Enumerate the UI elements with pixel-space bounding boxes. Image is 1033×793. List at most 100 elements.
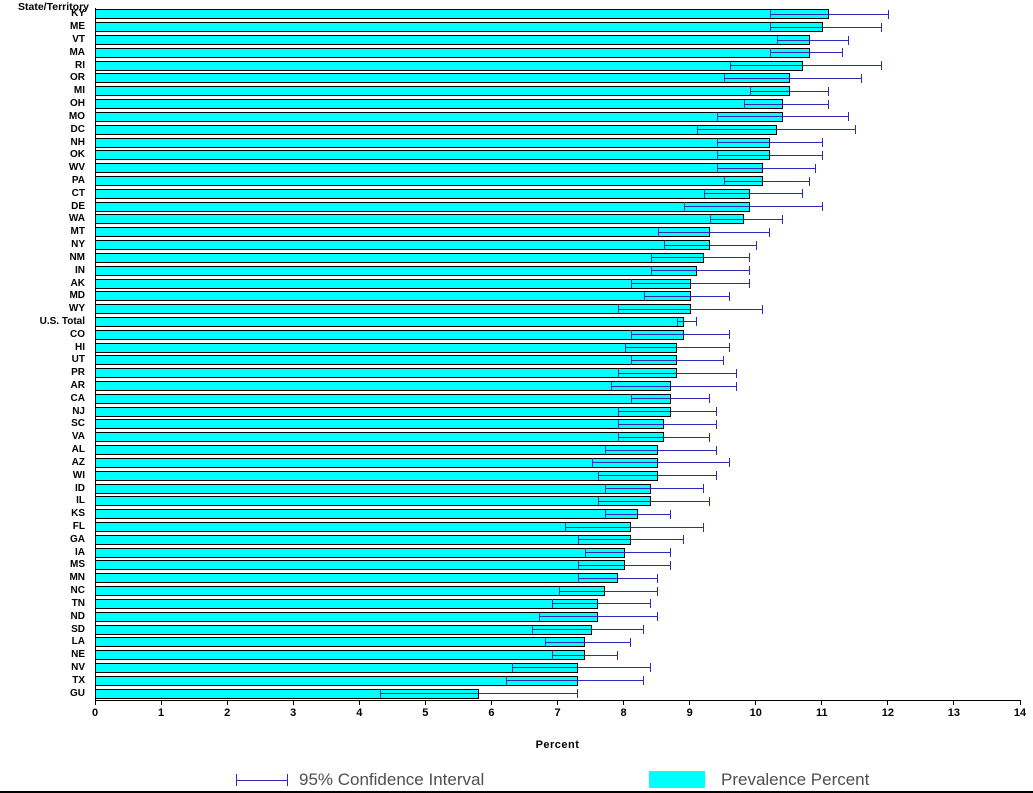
y-axis-label-MS: MS: [70, 559, 85, 571]
x-axis-tick: [94, 700, 96, 705]
x-axis-ticks: 0 1 2 3 4 5 6 7 8 9 10 11 12 13 14: [0, 700, 1033, 722]
confidence-interval: [723, 176, 810, 186]
prevalence-bar: [96, 445, 658, 456]
y-axis-label-CA: CA: [70, 392, 85, 404]
confidence-interval: [512, 663, 651, 673]
prevalence-bar: [96, 342, 678, 353]
x-axis-tick-label: 8: [620, 707, 627, 719]
x-axis-tick: [358, 700, 360, 705]
x-axis-title: Percent: [535, 739, 580, 751]
y-axis-label-SD: SD: [71, 623, 85, 635]
x-axis-tick: [821, 700, 823, 705]
y-axis-label-NE: NE: [71, 649, 85, 661]
prevalence-bar: [96, 329, 685, 340]
y-axis-label-U-S-Total: U.S. Total: [39, 315, 85, 327]
prevalence-bar: [96, 624, 592, 635]
y-axis-label-MN: MN: [69, 572, 85, 584]
x-axis-tick: [557, 700, 558, 705]
confidence-interval: [730, 61, 883, 71]
confidence-interval: [651, 266, 751, 276]
y-axis-label-UT: UT: [71, 354, 85, 366]
y-axis-label-NM: NM: [69, 251, 85, 263]
confidence-interval: [565, 522, 704, 532]
confidence-interval: [776, 35, 850, 45]
confidence-interval: [598, 471, 718, 481]
x-axis-tick: [292, 700, 294, 705]
confidence-interval: [684, 202, 823, 212]
prevalence-bar: [96, 650, 585, 661]
prevalence-bar: [96, 124, 777, 135]
y-axis-label-ME: ME: [70, 21, 85, 33]
y-axis-label-TN: TN: [71, 597, 85, 609]
confidence-interval: [631, 330, 731, 340]
y-axis-label-OH: OH: [70, 98, 85, 110]
confidence-interval: [604, 484, 704, 494]
prevalence-bar: [96, 188, 751, 199]
x-axis-tick: [1019, 700, 1021, 705]
prevalence-bar: [96, 573, 618, 584]
y-axis-label-NH: NH: [70, 136, 85, 148]
prevalence-bar: [96, 86, 790, 97]
prevalence-bar: [96, 201, 751, 212]
prevalence-bar: [96, 637, 585, 648]
confidence-interval: [578, 573, 658, 583]
prevalence-bar: [96, 214, 744, 225]
confidence-interval: [551, 599, 651, 609]
prevalence-bar: [96, 278, 691, 289]
prevalence-bar: [96, 35, 810, 46]
x-axis-tick: [623, 700, 625, 705]
y-axis-label-CT: CT: [71, 187, 85, 199]
confidence-interval: [664, 240, 757, 250]
prevalence-bar: [96, 457, 658, 468]
prevalence-bar: [96, 9, 830, 20]
confidence-interval: [617, 368, 737, 378]
x-axis-tick: [160, 700, 162, 705]
x-axis-tick-label: 6: [488, 707, 495, 719]
y-axis-labels: KY ME VT MA RI OR MI OH MO DC NH OK WV PA CT DE WA MT NY NM…: [0, 8, 90, 700]
x-axis-tick-label: 3: [290, 707, 297, 719]
y-axis-label-PA: PA: [71, 175, 85, 186]
confidence-interval: [584, 548, 671, 558]
confidence-interval-legend-label: 95% Confidence Interval: [299, 770, 485, 789]
prevalence-bar: [96, 534, 632, 545]
confidence-interval: [578, 535, 685, 545]
confidence-interval: [631, 279, 751, 289]
y-axis-label-WA: WA: [68, 213, 85, 225]
confidence-interval: [769, 9, 889, 19]
confidence-interval: [717, 150, 823, 160]
x-axis-tick-label: 13: [947, 707, 961, 719]
confidence-interval: [717, 112, 850, 122]
prevalence-bar: [96, 381, 671, 392]
y-axis-label-AK: AK: [70, 277, 85, 289]
prevalence-bar: [96, 176, 764, 186]
y-axis-label-NC: NC: [70, 585, 85, 597]
y-axis-label-ID: ID: [75, 482, 85, 494]
prevalence-legend-label: Prevalence Percent: [721, 770, 870, 789]
confidence-interval: [617, 407, 718, 417]
prevalence-bar: [96, 406, 671, 417]
y-axis-label-FL: FL: [72, 521, 85, 532]
y-axis-label-WV: WV: [68, 162, 85, 174]
confidence-interval: [505, 676, 645, 686]
y-axis-label-MO: MO: [68, 110, 85, 122]
x-axis-tick-label: 9: [686, 707, 693, 719]
y-axis-label-ND: ND: [70, 610, 85, 622]
x-axis-tick: [755, 700, 757, 705]
y-axis-label-MA: MA: [69, 46, 85, 58]
prevalence-bar: [96, 393, 671, 404]
prevalence-bar: [96, 522, 632, 532]
confidence-interval: [624, 343, 731, 353]
x-axis-tick-label: 14: [1013, 707, 1027, 719]
confidence-interval: [532, 625, 645, 635]
x-axis-tick: [887, 700, 889, 705]
prevalence-bar: [96, 662, 579, 673]
confidence-interval-legend-symbol: [236, 774, 288, 786]
prevalence-bar: [96, 560, 625, 571]
confidence-interval: [769, 48, 843, 58]
x-axis-tick: [226, 700, 228, 705]
confidence-interval: [697, 125, 856, 135]
x-axis-tick-label: 4: [356, 707, 363, 719]
y-axis-label-VT: VT: [72, 34, 85, 46]
prevalence-bar: [96, 598, 599, 609]
